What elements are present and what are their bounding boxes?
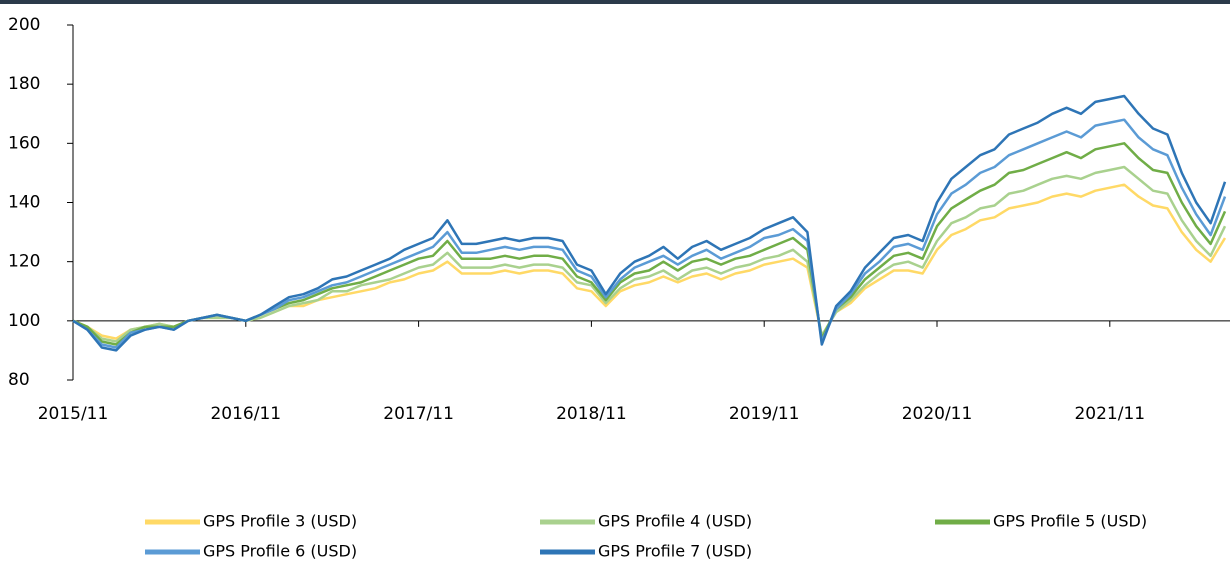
x-tick-label: 2018/11 (556, 404, 627, 424)
legend-label: GPS Profile 3 (USD) (203, 512, 357, 531)
legend-label: GPS Profile 7 (USD) (598, 542, 752, 561)
legend: GPS Profile 3 (USD) GPS Profile 4 (USD) GP… (145, 512, 1147, 561)
y-tick-label: 80 (8, 370, 30, 390)
y-tick-label: 100 (8, 311, 40, 331)
y-tick-label: 180 (8, 74, 40, 94)
series-line (72, 118, 1227, 349)
y-tick-label: 160 (8, 133, 40, 153)
x-tick-label: 2019/11 (729, 404, 800, 424)
series-line (72, 94, 1227, 352)
x-tick-label: 2017/11 (383, 404, 454, 424)
series-line (72, 165, 1227, 343)
series-line (72, 142, 1227, 346)
y-tick-label: 200 (8, 15, 40, 35)
x-tick-label: 2021/11 (1074, 404, 1145, 424)
y-tick-label: 120 (8, 252, 40, 272)
y-tick-label: 140 (8, 193, 40, 213)
x-tick-label: 2020/11 (902, 404, 973, 424)
x-tick-label: 2015/11 (38, 404, 109, 424)
legend-label: GPS Profile 4 (USD) (598, 512, 752, 531)
legend-label: GPS Profile 6 (USD) (203, 542, 357, 561)
legend-label: GPS Profile 5 (USD) (993, 512, 1147, 531)
top-bar (0, 0, 1230, 4)
x-tick-label: 2016/11 (210, 404, 281, 424)
